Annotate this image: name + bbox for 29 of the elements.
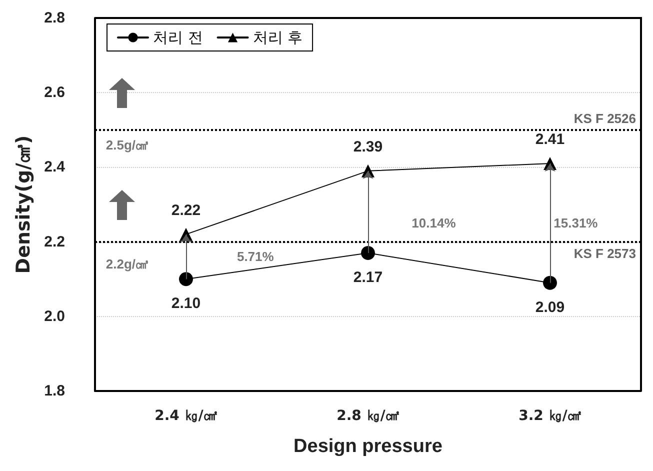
ref-line-label: KS F 2526: [574, 110, 636, 126]
point: [543, 276, 557, 290]
legend-label: 처리 전: [153, 28, 203, 46]
y-tick-label: 2.6: [44, 84, 65, 102]
annotation: 10.14%: [412, 216, 456, 231]
x-tick-label: 2.8 ㎏/㎠: [336, 408, 400, 424]
point: [179, 272, 193, 286]
y-tick-label: 2.2: [44, 233, 65, 250]
data-label: 2.09: [535, 298, 565, 316]
ref-line-label: KS F 2573: [574, 246, 636, 261]
annotation: 2.2g/㎤: [106, 256, 149, 272]
data-label: 2.22: [171, 202, 201, 219]
x-tick-label: 3.2 ㎏/㎠: [518, 408, 582, 424]
annotation: 2.5g/㎤: [106, 137, 149, 152]
y-axis-title: Density(g/㎤): [12, 135, 35, 274]
y-tick-label: 2.0: [44, 308, 65, 325]
y-tick-label: 2.8: [44, 10, 65, 26]
point: [361, 246, 375, 260]
data-label: 2.39: [353, 138, 383, 156]
y-tick-label: 1.8: [44, 382, 65, 400]
y-tick-label: 2.4: [44, 158, 66, 176]
data-label: 2.41: [535, 130, 565, 148]
annotation: 5.71%: [236, 249, 274, 264]
annotation: 15.31%: [554, 216, 598, 231]
data-label: 2.10: [171, 295, 201, 312]
x-axis-title: Design pressure: [294, 436, 442, 457]
x-tick-label: 2.4 ㎏/㎠: [154, 408, 218, 424]
data-label: 2.17: [353, 268, 383, 286]
legend-label: 처리 후: [252, 28, 303, 46]
